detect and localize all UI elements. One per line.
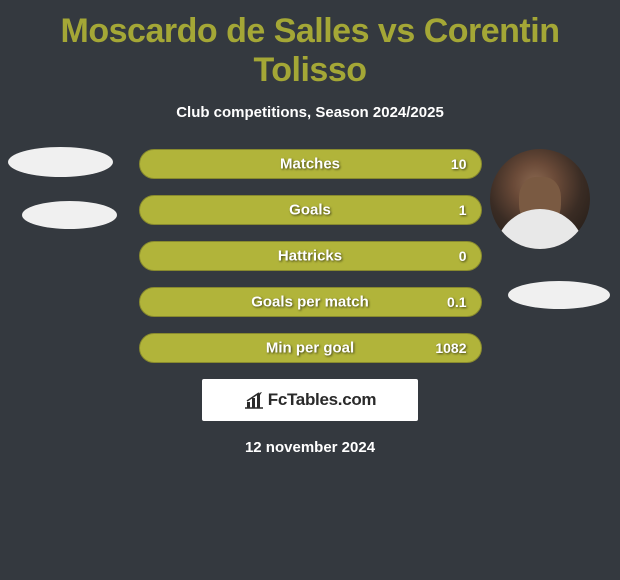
stat-bar-goals-per-match: Goals per match 0.1 — [139, 287, 482, 317]
stat-label: Goals — [289, 202, 331, 219]
placeholder-oval-2 — [22, 201, 117, 229]
stat-bar-matches: Matches 10 — [139, 149, 482, 179]
comparison-content: Matches 10 Goals 1 Hattricks 0 Goals per… — [0, 149, 620, 456]
stat-bars: Matches 10 Goals 1 Hattricks 0 Goals per… — [139, 149, 482, 363]
stat-bar-min-per-goal: Min per goal 1082 — [139, 333, 482, 363]
placeholder-oval-1 — [8, 147, 113, 177]
placeholder-oval-3 — [508, 281, 610, 309]
logo-text: FcTables.com — [268, 390, 377, 410]
stat-label: Hattricks — [278, 248, 342, 265]
player-right-avatar — [490, 149, 590, 249]
comparison-subtitle: Club competitions, Season 2024/2025 — [0, 104, 620, 121]
fctables-logo: FcTables.com — [202, 379, 418, 421]
stat-label: Goals per match — [251, 294, 369, 311]
bar-chart-icon — [244, 391, 264, 409]
stat-label: Matches — [280, 156, 340, 173]
stat-bar-goals: Goals 1 — [139, 195, 482, 225]
stat-bar-hattricks: Hattricks 0 — [139, 241, 482, 271]
stat-value: 1082 — [435, 340, 466, 356]
stat-value: 0 — [459, 248, 467, 264]
stat-value: 1 — [459, 202, 467, 218]
stat-label: Min per goal — [266, 340, 354, 357]
stat-value: 0.1 — [447, 294, 466, 310]
comparison-title: Moscardo de Salles vs Corentin Tolisso — [0, 0, 620, 90]
stat-value: 10 — [451, 156, 467, 172]
infographic-date: 12 november 2024 — [0, 439, 620, 456]
